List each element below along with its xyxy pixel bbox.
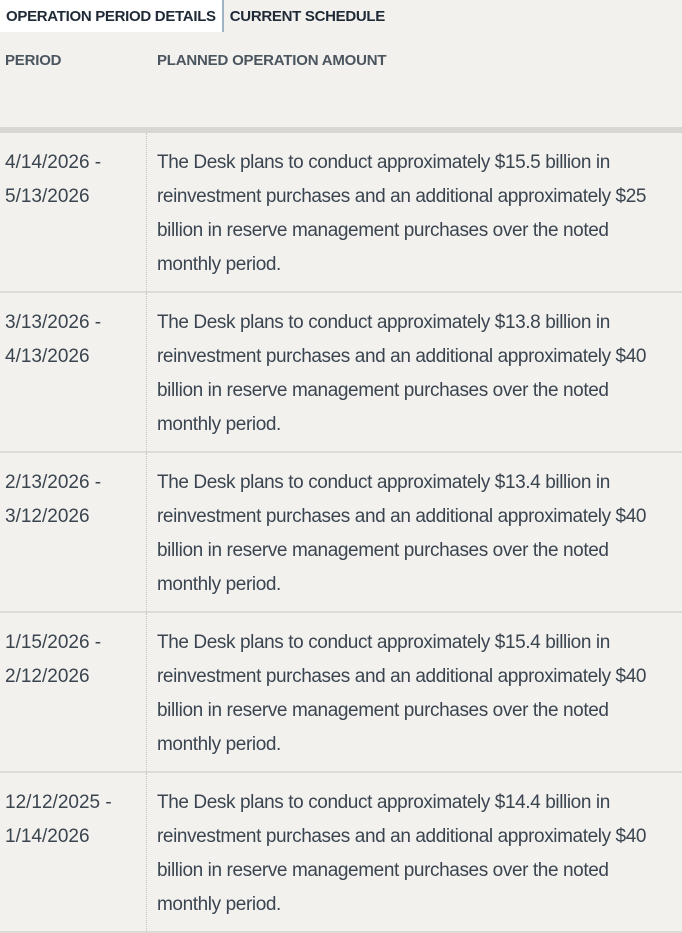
table-body: 4/14/2026 - 5/13/2026 The Desk plans to c…	[0, 133, 682, 933]
column-header: PLANNED OPERATION AMOUNT	[157, 52, 387, 69]
table-row: 4/14/2026 - 5/13/2026 The Desk plans to c…	[0, 133, 682, 293]
amount-cell: The Desk plans to conduct approximately …	[157, 472, 647, 595]
amount-cell: The Desk plans to conduct approximately …	[157, 312, 647, 435]
period-cell: 12/12/2025 - 1/14/2026	[0, 773, 147, 931]
table-header: PERIOD PLANNED OPERATION AMOUNT	[0, 32, 682, 133]
table-row: 3/13/2026 - 4/13/2026 The Desk plans to c…	[0, 293, 682, 453]
table-row: 2/13/2026 - 3/12/2026 The Desk plans to c…	[0, 453, 682, 613]
amount-cell: The Desk plans to conduct approximately …	[157, 792, 647, 915]
table-row: 12/12/2025 - 1/14/2026 The Desk plans to …	[0, 773, 682, 933]
period-cell: 3/13/2026 - 4/13/2026	[0, 293, 147, 451]
column-header: PERIOD	[5, 52, 62, 69]
amount-cell: The Desk plans to conduct approximately …	[157, 152, 647, 275]
tab[interactable]: OPERATION PERIOD DETAILS	[0, 0, 222, 32]
tab-bar: OPERATION PERIOD DETAILS CURRENT SCHEDUL…	[0, 0, 682, 32]
amount-cell: The Desk plans to conduct approximately …	[157, 632, 647, 755]
table-row: 1/15/2026 - 2/12/2026 The Desk plans to c…	[0, 613, 682, 773]
period-cell: 2/13/2026 - 3/12/2026	[0, 453, 147, 611]
period-cell: 1/15/2026 - 2/12/2026	[0, 613, 147, 771]
tab[interactable]: CURRENT SCHEDULE	[221, 0, 391, 32]
period-cell: 4/14/2026 - 5/13/2026	[0, 133, 147, 291]
